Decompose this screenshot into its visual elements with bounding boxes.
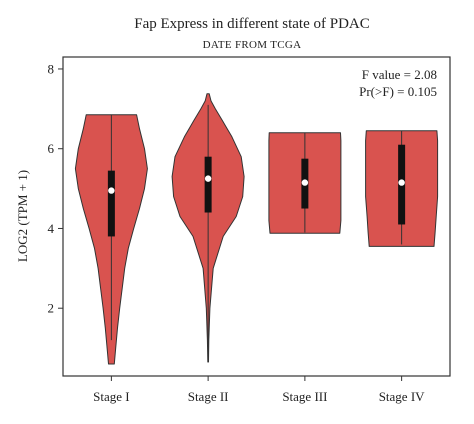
violin-median-point bbox=[204, 175, 212, 182]
y-tick-label: 2 bbox=[48, 301, 55, 316]
y-tick-label: 6 bbox=[48, 141, 55, 156]
plot-frame bbox=[62, 56, 451, 377]
violin-iqr-box bbox=[107, 170, 115, 237]
x-tick-label: Stage III bbox=[282, 389, 327, 404]
chart-title: Fap Express in different state of PDAC bbox=[134, 16, 370, 32]
violin-median-point bbox=[301, 179, 309, 186]
violin-median-point bbox=[108, 187, 115, 194]
f-value-annotation: F value = 2.08 bbox=[362, 67, 437, 82]
y-tick-label: 8 bbox=[48, 61, 55, 76]
y-axis-label: LOG2 (TPM + 1) bbox=[15, 170, 30, 262]
x-tick-label: Stage I bbox=[93, 389, 129, 404]
p-value-annotation: Pr(>F) = 0.105 bbox=[359, 84, 437, 99]
y-axis: 2 4 6 8 bbox=[48, 61, 63, 316]
violin-iqr-box bbox=[204, 156, 212, 213]
chart-subtitle: DATE FROM TCGA bbox=[203, 39, 302, 51]
violins-layer bbox=[74, 93, 439, 365]
y-tick-label: 4 bbox=[48, 221, 55, 236]
x-tick-label: Stage IV bbox=[379, 389, 425, 404]
violin-median-point bbox=[398, 179, 405, 186]
x-axis: Stage I Stage II Stage III Stage IV bbox=[93, 376, 425, 404]
x-tick-label: Stage II bbox=[188, 389, 229, 404]
